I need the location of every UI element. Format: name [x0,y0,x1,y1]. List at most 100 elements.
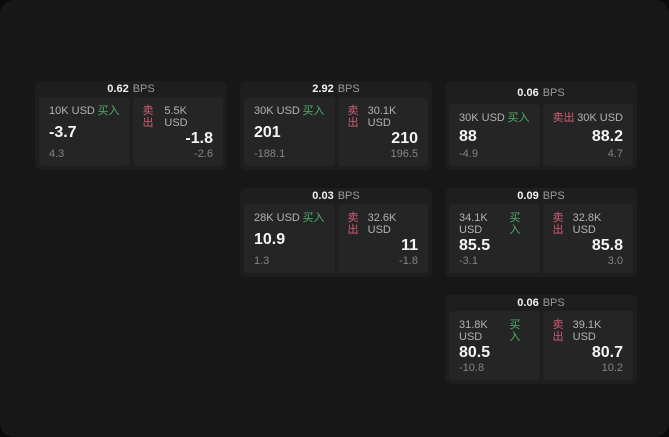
sell-side-label: 卖出 [347,212,359,236]
buy-panel[interactable]: 28K USD 买入 10.9 1.3 [244,204,335,273]
buy-side-label: 买入 [302,212,325,224]
sell-side-label: 卖出 [347,105,359,129]
sell-amount: 39.1K USD [572,319,602,343]
quote-panels: 30K USD 买入 201 -188.1 卖出 30.1K USD 210 1… [244,97,428,166]
sell-sub-value: -1.8 [399,255,418,267]
buy-price: 88 [459,127,477,145]
sell-sub-value: -2.6 [194,148,213,160]
bps-value: 0.06 [517,86,539,99]
buy-sub-value: -4.9 [459,148,478,160]
sell-panel[interactable]: 卖出 32.6K USD 11 -1.8 [337,204,428,273]
buy-panel[interactable]: 31.8K USD 买入 80.5 -10.8 [449,311,540,380]
quote-panels: 28K USD 买入 10.9 1.3 卖出 32.6K USD 11 -1.8 [244,204,428,273]
sell-panel[interactable]: 卖出 5.5K USD -1.8 -2.6 [132,97,223,166]
quote-card-4: 0.03 BPS 28K USD 买入 10.9 1.3 卖出 32.6K US… [240,188,432,277]
sell-price: 85.8 [591,237,623,254]
bps-value: 0.09 [517,190,539,202]
sell-panel[interactable]: 卖出 30.1K USD 210 196.5 [337,97,428,166]
quote-panels: 31.8K USD 买入 80.5 -10.8 卖出 39.1K USD 80.… [449,311,633,380]
sell-panel[interactable]: 卖出 30K USD 88.2 4.7 [542,104,633,166]
quote-card-6: 0.06 BPS 31.8K USD 买入 80.5 -10.8 卖出 39.1… [445,295,637,384]
bps-header: 0.09 BPS [449,188,633,204]
bps-unit-label: BPS [132,83,155,95]
buy-price: 80.5 [459,344,491,361]
buy-panel-header: 31.8K USD 买入 [459,319,530,343]
buy-panel-header: 10K USD 买入 [49,105,120,117]
buy-sub-value: -188.1 [254,148,286,160]
sell-side-label: 卖出 [552,319,564,343]
buy-side-label: 买入 [507,112,530,124]
buy-price: 201 [254,124,281,141]
bps-header: 2.92 BPS [244,81,428,97]
buy-panel[interactable]: 34.1K USD 买入 85.5 -3.1 [449,204,540,273]
buy-amount: 30K USD [254,105,300,117]
sell-price: 11 [401,237,418,254]
sell-sub-value: 10.2 [601,362,623,374]
sell-panel-header: 卖出 32.6K USD [348,212,419,236]
sell-sub-value: 4.7 [607,148,623,160]
bps-unit-label: BPS [542,86,565,99]
sell-price: -1.8 [185,130,213,147]
sell-side-label: 卖出 [552,212,564,236]
sell-panel[interactable]: 卖出 39.1K USD 80.7 10.2 [542,311,633,380]
sell-amount: 30K USD [577,112,623,124]
buy-panel-header: 34.1K USD 买入 [459,212,530,236]
bps-unit-label: BPS [542,190,565,202]
buy-panel-header: 28K USD 买入 [254,212,325,224]
sell-side-label: 卖出 [552,112,575,124]
bps-header: 0.06 BPS [449,81,633,104]
buy-side-label: 买入 [97,105,120,117]
buy-price: 85.5 [459,237,491,254]
quote-card-3: 0.06 BPS 30K USD 买入 88 -4.9 卖出 30K USD [445,81,637,170]
buy-sub-value: 4.3 [49,148,65,160]
buy-price: 10.9 [254,231,286,248]
sell-amount: 32.8K USD [572,212,602,236]
sell-sub-value: 196.5 [390,148,418,160]
bps-value: 2.92 [312,83,334,95]
quote-card-5: 0.09 BPS 34.1K USD 买入 85.5 -3.1 卖出 32.8K… [445,188,637,277]
buy-panel[interactable]: 30K USD 买入 201 -188.1 [244,97,335,166]
sell-panel-header: 卖出 39.1K USD [553,319,624,343]
sell-amount: 32.6K USD [367,212,397,236]
buy-side-label: 买入 [302,105,325,117]
sell-sub-value: 3.0 [607,255,623,267]
sell-panel[interactable]: 卖出 32.8K USD 85.8 3.0 [542,204,633,273]
sell-price: 80.7 [591,344,623,361]
quote-panels: 30K USD 买入 88 -4.9 卖出 30K USD 88.2 4.7 [449,104,633,166]
quote-card-1: 0.62 BPS 10K USD 买入 -3.7 4.3 卖出 5.5K USD [35,81,227,170]
buy-side-label: 买入 [509,212,521,236]
buy-panel-header: 30K USD 买入 [254,105,325,117]
sell-panel-header: 卖出 30.1K USD [348,105,419,129]
buy-amount: 34.1K USD [459,212,488,236]
bps-value: 0.62 [107,83,129,95]
buy-sub-value: -3.1 [459,255,478,267]
bps-unit-label: BPS [542,297,565,309]
sell-panel-header: 卖出 30K USD [553,112,624,124]
sell-panel-header: 卖出 5.5K USD [143,105,214,129]
quote-grid: 0.62 BPS 10K USD 买入 -3.7 4.3 卖出 5.5K USD [35,81,637,384]
buy-panel[interactable]: 30K USD 买入 88 -4.9 [449,104,540,166]
bps-header: 0.06 BPS [449,295,633,311]
sell-amount: 30.1K USD [367,105,397,129]
sell-price: 210 [391,130,418,147]
buy-side-label: 买入 [509,319,521,343]
buy-sub-value: 1.3 [254,255,270,267]
bps-unit-label: BPS [337,83,360,95]
sell-side-label: 卖出 [142,105,154,129]
buy-amount: 10K USD [49,105,95,117]
buy-amount: 28K USD [254,212,300,224]
quote-card-2: 2.92 BPS 30K USD 买入 201 -188.1 卖出 30.1K … [240,81,432,170]
buy-sub-value: -10.8 [459,362,485,374]
buy-amount: 31.8K USD [459,319,488,343]
quote-panels: 10K USD 买入 -3.7 4.3 卖出 5.5K USD -1.8 -2.… [39,97,223,166]
quote-panels: 34.1K USD 买入 85.5 -3.1 卖出 32.8K USD 85.8… [449,204,633,273]
bps-unit-label: BPS [337,190,360,202]
bps-value: 0.06 [517,297,539,309]
buy-price: -3.7 [49,124,77,141]
sell-amount: 5.5K USD [164,105,188,129]
bps-value: 0.03 [312,190,334,202]
sell-panel-header: 卖出 32.8K USD [553,212,624,236]
buy-panel-header: 30K USD 买入 [459,112,530,124]
buy-panel[interactable]: 10K USD 买入 -3.7 4.3 [39,97,130,166]
